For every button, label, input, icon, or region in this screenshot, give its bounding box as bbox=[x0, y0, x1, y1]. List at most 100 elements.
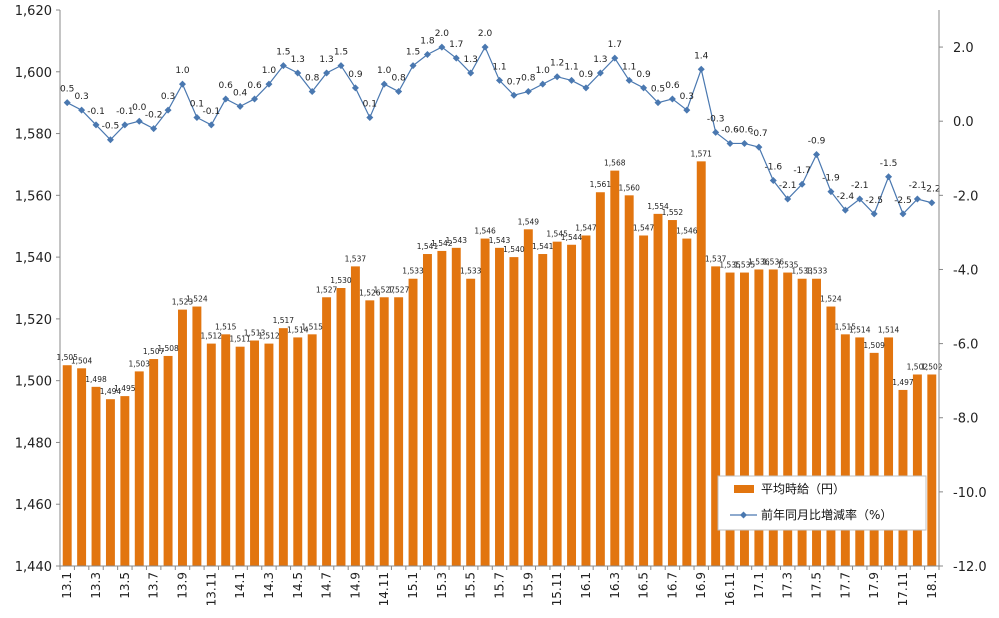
line-value-label: 0.0 bbox=[132, 103, 147, 113]
bar bbox=[639, 235, 649, 566]
x-tick-label: 17.5 bbox=[810, 572, 824, 599]
line-value-label: 1.2 bbox=[550, 59, 564, 69]
bar-value-label: 1,507 bbox=[143, 347, 165, 356]
bar bbox=[365, 300, 375, 566]
line-value-label: 2.0 bbox=[478, 29, 493, 39]
line-point bbox=[251, 95, 259, 103]
bar-value-label: 1,546 bbox=[676, 227, 698, 236]
bar-value-label: 1,494 bbox=[100, 387, 122, 396]
line-value-label: 1.5 bbox=[276, 48, 290, 58]
y-tick-label: 1,520 bbox=[15, 313, 52, 328]
y-tick-label: 1,600 bbox=[15, 66, 52, 81]
line-point bbox=[438, 43, 446, 51]
bar-value-label: 1,495 bbox=[114, 384, 136, 393]
bar bbox=[740, 272, 749, 566]
y-tick-label: 1,540 bbox=[15, 251, 52, 266]
bar bbox=[523, 229, 533, 567]
bar bbox=[480, 238, 490, 567]
x-tick-label: 15.1 bbox=[406, 572, 420, 599]
line-value-label: 1.3 bbox=[593, 55, 607, 65]
bar-value-label: 1,537 bbox=[345, 254, 367, 263]
line-value-label: -2.4 bbox=[837, 192, 855, 202]
x-tick-label: 16.7 bbox=[665, 572, 679, 599]
bar bbox=[840, 334, 850, 566]
line-value-label: 0.3 bbox=[161, 92, 175, 102]
line-value-label: 0.8 bbox=[391, 74, 406, 84]
y2-tick-label: -8.0 bbox=[953, 412, 978, 427]
line-point bbox=[164, 106, 172, 114]
line-point bbox=[222, 95, 230, 103]
bar-value-label: 1,524 bbox=[820, 295, 842, 304]
y2-tick-label: 0.0 bbox=[953, 115, 974, 130]
line-point bbox=[524, 88, 532, 96]
line-point bbox=[899, 210, 907, 218]
bar bbox=[653, 213, 663, 566]
line-value-label: -2.5 bbox=[894, 196, 912, 206]
bar bbox=[783, 272, 793, 566]
line-point bbox=[539, 80, 547, 88]
line-point bbox=[553, 73, 561, 81]
line-value-label: 0.8 bbox=[521, 74, 536, 84]
line-value-label: 0.3 bbox=[680, 92, 694, 102]
line-point bbox=[813, 151, 821, 159]
bar-value-label: 1,536 bbox=[763, 257, 785, 266]
bar-value-label: 1,571 bbox=[690, 149, 712, 158]
legend-bar-label: 平均時給（円） bbox=[761, 482, 845, 496]
bar-value-label: 1,554 bbox=[647, 202, 669, 211]
x-tick-label: 18.1 bbox=[925, 572, 939, 599]
bar bbox=[495, 247, 504, 566]
bar-value-label: 1,535 bbox=[734, 261, 756, 270]
bar bbox=[336, 288, 346, 566]
line-value-label: 0.6 bbox=[247, 81, 262, 91]
bar-value-label: 1,515 bbox=[835, 322, 857, 331]
bar-value-label: 1,542 bbox=[431, 239, 453, 248]
line-value-label: -0.1 bbox=[87, 107, 105, 117]
x-tick-label: 16.3 bbox=[608, 572, 622, 599]
y-tick-label: 1,560 bbox=[15, 189, 52, 204]
bar-value-label: 1,512 bbox=[201, 332, 223, 341]
bar-value-label: 1,543 bbox=[446, 236, 468, 245]
line-value-label: -0.6 bbox=[736, 125, 754, 135]
bar bbox=[293, 337, 303, 566]
bar-value-label: 1,545 bbox=[546, 230, 568, 239]
line-point bbox=[178, 80, 186, 88]
bar bbox=[567, 244, 577, 566]
x-tick-label: 17.1 bbox=[752, 572, 766, 599]
bar-value-label: 1,533 bbox=[402, 267, 424, 276]
line-point bbox=[640, 84, 648, 92]
line-value-label: 1.3 bbox=[319, 55, 333, 65]
x-tick-label: 16.9 bbox=[694, 572, 708, 599]
legend-bar-swatch bbox=[734, 485, 754, 493]
bar-value-label: 1,502 bbox=[921, 362, 943, 371]
bar bbox=[235, 346, 245, 566]
x-tick-label: 13.11 bbox=[204, 572, 218, 606]
line-point bbox=[885, 173, 893, 181]
bar-value-label: 1,526 bbox=[359, 288, 381, 297]
bar bbox=[696, 161, 706, 566]
line-value-label: -1.7 bbox=[793, 166, 811, 176]
line-value-label: -2.1 bbox=[779, 181, 797, 191]
bar bbox=[509, 257, 519, 566]
y-tick-label: 1,620 bbox=[15, 4, 52, 19]
bar bbox=[307, 334, 317, 566]
line-point bbox=[582, 84, 590, 92]
bar bbox=[855, 337, 865, 566]
y2-tick-label: -2.0 bbox=[953, 189, 978, 204]
line-value-label: 0.7 bbox=[507, 77, 521, 87]
bar-value-label: 1,547 bbox=[575, 223, 597, 232]
bar-value-label: 1,535 bbox=[777, 261, 799, 270]
line-point bbox=[423, 50, 431, 58]
line-point bbox=[625, 76, 633, 84]
x-tick-label: 14.11 bbox=[377, 572, 391, 606]
bar-value-label: 1,544 bbox=[561, 233, 583, 242]
line-value-label: 0.6 bbox=[219, 81, 234, 91]
x-tick-label: 15.7 bbox=[493, 572, 507, 599]
legend-line-label: 前年同月比増減率（%） bbox=[761, 507, 892, 522]
bar-value-label: 1,561 bbox=[590, 180, 612, 189]
bar-value-label: 1,509 bbox=[863, 341, 885, 350]
bar bbox=[595, 192, 605, 566]
bar-value-label: 1,502 bbox=[907, 362, 929, 371]
line-point bbox=[193, 113, 201, 121]
x-tick-label: 15.9 bbox=[521, 572, 535, 599]
line-value-label: 1.1 bbox=[492, 62, 506, 72]
